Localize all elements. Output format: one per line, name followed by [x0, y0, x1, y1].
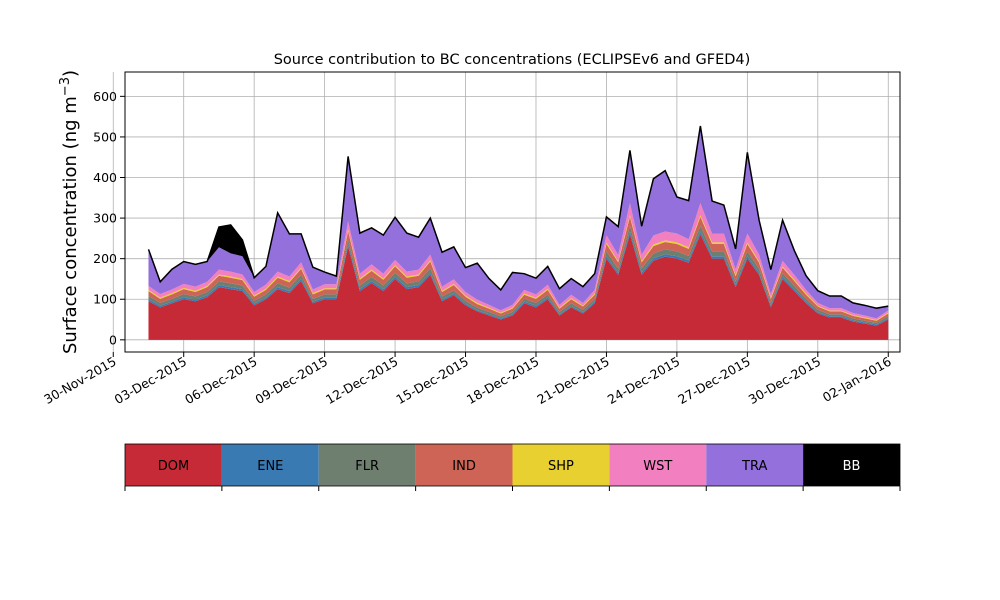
x-tick-label: 06-Dec-2015	[182, 354, 260, 407]
x-tick-label: 27-Dec-2015	[675, 354, 753, 407]
x-tick-label: 03-Dec-2015	[112, 354, 190, 407]
legend-label-wst: WST	[643, 459, 672, 474]
y-tick-label: 200	[93, 251, 117, 266]
y-tick-label: 400	[93, 170, 117, 185]
y-tick-label: 300	[93, 211, 117, 226]
legend: DOM ENE FLR IND SHP WST TRA BB	[124, 443, 901, 491]
x-tick-label: 30-Dec-2015	[746, 354, 824, 407]
legend-swatch-ind	[415, 444, 513, 486]
legend-swatch-dom	[125, 444, 222, 486]
y-axis-ticks: 0 100 200 300 400 500 600	[93, 89, 125, 347]
y-tick-label: 100	[93, 292, 117, 307]
total-outline	[147, 125, 889, 309]
legend-label-tra: TRA	[741, 459, 767, 474]
y-axis-label: Surface concentration (ng m−3)	[58, 70, 81, 354]
x-tick-label: 21-Dec-2015	[534, 354, 612, 407]
area-tra	[148, 125, 889, 319]
y-tick-label: 600	[93, 89, 117, 104]
legend-label-shp: SHP	[548, 459, 574, 474]
legend-swatch-ene	[221, 444, 319, 486]
legend-swatch-bb	[803, 444, 900, 486]
legend-label-ind: IND	[452, 459, 476, 474]
y-tick-label: 0	[109, 332, 117, 347]
stacked-areas	[148, 125, 889, 340]
x-tick-label: 09-Dec-2015	[253, 354, 331, 407]
x-axis-ticks: 30-Nov-201503-Dec-201506-Dec-201509-Dec-…	[41, 352, 894, 407]
legend-label-ene: ENE	[257, 459, 283, 474]
area-dom	[148, 234, 889, 340]
legend-label-flr: FLR	[355, 459, 379, 474]
x-tick-label: 24-Dec-2015	[605, 354, 683, 407]
x-tick-label: 02-Jan-2016	[820, 354, 894, 405]
legend-label-dom: DOM	[158, 459, 189, 474]
x-tick-label: 15-Dec-2015	[393, 354, 471, 407]
legend-swatch-wst	[609, 444, 707, 486]
plot-frame	[124, 71, 901, 353]
legend-swatch-shp	[512, 444, 610, 486]
y-tick-label: 500	[93, 129, 117, 144]
legend-swatch-tra	[706, 444, 804, 486]
x-tick-label: 30-Nov-2015	[41, 354, 118, 407]
area-wst	[148, 203, 889, 320]
x-tick-label: 12-Dec-2015	[323, 354, 401, 407]
legend-swatch-flr	[318, 444, 416, 486]
x-tick-label: 18-Dec-2015	[464, 354, 542, 407]
legend-label-bb: BB	[843, 459, 861, 474]
chart-title: Source contribution to BC concentrations…	[274, 52, 751, 68]
